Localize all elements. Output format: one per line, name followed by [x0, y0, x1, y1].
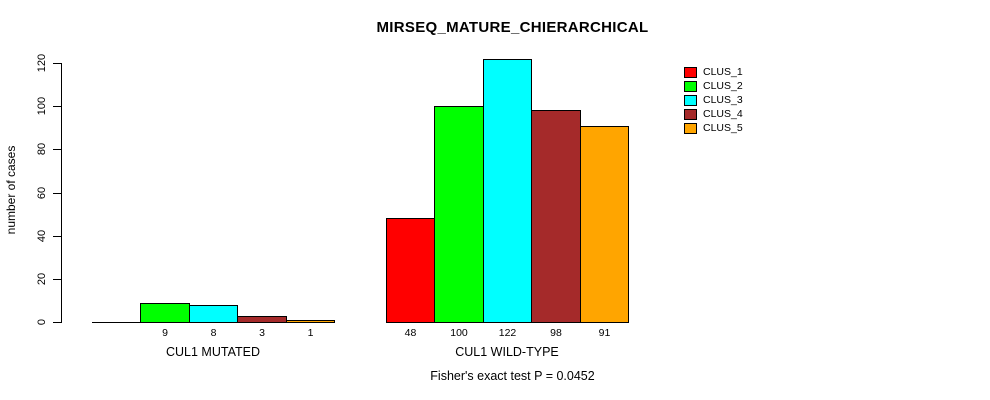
y-tick-label: 120	[36, 53, 48, 73]
y-tick-mark	[53, 279, 61, 280]
bar-value-label: 8	[210, 327, 217, 339]
legend-item-clus_1: CLUS_1	[684, 65, 743, 79]
fisher-test-annotation: Fisher's exact test P = 0.0452	[430, 369, 595, 383]
legend-label: CLUS_5	[703, 121, 743, 134]
legend-swatch-clus_5	[684, 122, 697, 134]
bar-clus_3-group1	[483, 59, 532, 323]
legend-swatch-clus_4	[684, 108, 697, 120]
y-tick-mark	[53, 106, 61, 107]
bar-clus_3-group0	[189, 305, 238, 323]
legend-label: CLUS_4	[703, 107, 743, 120]
legend-label: CLUS_2	[703, 79, 743, 92]
legend-item-clus_3: CLUS_3	[684, 93, 743, 107]
legend-swatch-clus_1	[684, 66, 697, 78]
y-tick-mark	[53, 63, 61, 64]
legend-item-clus_4: CLUS_4	[684, 107, 743, 121]
y-tick-label: 20	[36, 272, 48, 286]
group-label-cul1-wild-type: CUL1 WILD-TYPE	[455, 345, 559, 359]
y-tick-mark	[53, 322, 61, 323]
bar-clus_2-group0	[140, 303, 190, 323]
bar-value-label: 98	[550, 327, 562, 339]
bar-clus_4-group1	[531, 110, 581, 323]
bar-value-label: 9	[162, 327, 168, 339]
legend-swatch-clus_2	[684, 80, 697, 92]
bar-clus_1-group1	[386, 218, 435, 323]
y-axis-label: number of cases	[4, 145, 18, 235]
bar-value-label: 3	[259, 327, 265, 339]
y-tick-mark	[53, 193, 61, 194]
y-tick-label: 80	[36, 142, 48, 156]
y-tick-mark	[53, 236, 61, 237]
legend-item-clus_5: CLUS_5	[684, 121, 743, 135]
y-tick-mark	[53, 149, 61, 150]
chart-title: MIRSEQ_MATURE_CHIERARCHICAL	[376, 19, 649, 36]
y-tick-label: 0	[36, 318, 48, 326]
legend-swatch-clus_3	[684, 94, 697, 106]
y-tick-label: 100	[36, 96, 48, 116]
group-label-cul1-mutated: CUL1 MUTATED	[166, 345, 260, 359]
bar-value-label: 100	[450, 327, 468, 339]
legend-label: CLUS_3	[703, 93, 743, 106]
y-tick-label: 40	[36, 229, 48, 243]
y-axis-line	[61, 63, 62, 323]
bar-value-label: 91	[598, 327, 611, 339]
bar-value-label: 1	[307, 327, 314, 339]
legend-item-clus_2: CLUS_2	[684, 79, 743, 93]
bar-value-label: 122	[498, 327, 517, 339]
legend-label: CLUS_1	[703, 65, 743, 78]
bar-clus_5-group0	[286, 320, 335, 323]
bar-clus_5-group1	[580, 126, 629, 323]
y-tick-label: 60	[36, 186, 48, 200]
bar-clus_4-group0	[237, 316, 287, 323]
bar-clus_2-group1	[434, 106, 484, 323]
bar-value-label: 48	[404, 327, 417, 339]
